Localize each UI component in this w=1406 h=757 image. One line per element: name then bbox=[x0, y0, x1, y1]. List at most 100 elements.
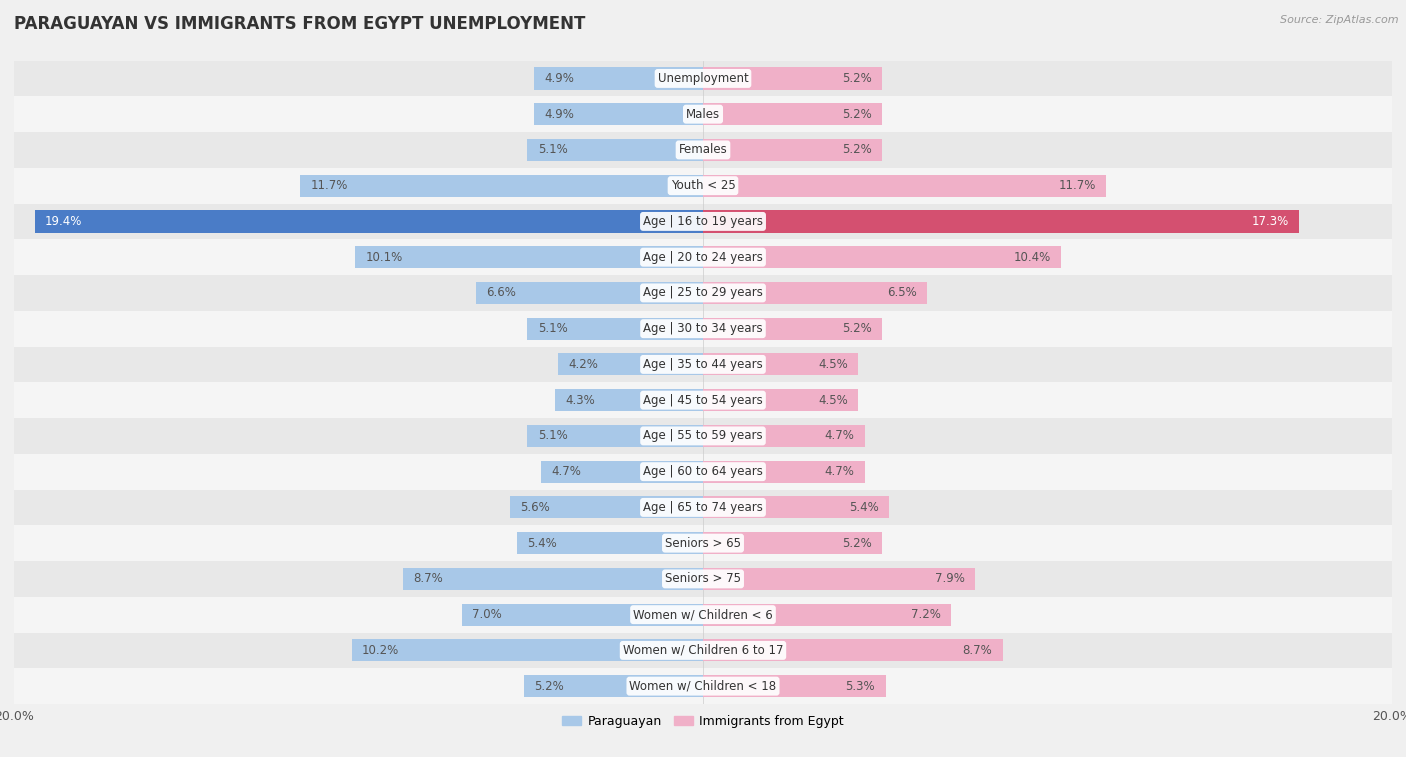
Bar bbox=[703, 460, 865, 483]
Text: 5.4%: 5.4% bbox=[527, 537, 557, 550]
Bar bbox=[14, 61, 1392, 96]
Bar bbox=[14, 561, 1392, 597]
Bar bbox=[356, 246, 703, 268]
Bar bbox=[14, 490, 1392, 525]
Text: Males: Males bbox=[686, 107, 720, 120]
Text: Age | 16 to 19 years: Age | 16 to 19 years bbox=[643, 215, 763, 228]
Text: 4.7%: 4.7% bbox=[551, 465, 581, 478]
Text: 4.9%: 4.9% bbox=[544, 72, 575, 85]
Bar bbox=[14, 96, 1392, 132]
Text: Age | 45 to 54 years: Age | 45 to 54 years bbox=[643, 394, 763, 407]
Text: 8.7%: 8.7% bbox=[963, 644, 993, 657]
Text: 19.4%: 19.4% bbox=[45, 215, 83, 228]
Text: 5.1%: 5.1% bbox=[537, 322, 568, 335]
Text: 5.2%: 5.2% bbox=[842, 322, 872, 335]
Bar bbox=[14, 633, 1392, 668]
Bar bbox=[703, 103, 882, 125]
Legend: Paraguayan, Immigrants from Egypt: Paraguayan, Immigrants from Egypt bbox=[557, 710, 849, 733]
Bar bbox=[703, 497, 889, 519]
Text: Source: ZipAtlas.com: Source: ZipAtlas.com bbox=[1281, 15, 1399, 25]
Text: 4.7%: 4.7% bbox=[825, 429, 855, 442]
Text: 17.3%: 17.3% bbox=[1251, 215, 1289, 228]
Text: 5.3%: 5.3% bbox=[845, 680, 875, 693]
Bar bbox=[461, 603, 703, 626]
Text: Females: Females bbox=[679, 143, 727, 157]
Bar bbox=[352, 640, 703, 662]
Bar bbox=[527, 425, 703, 447]
Bar bbox=[703, 603, 950, 626]
Bar bbox=[555, 389, 703, 411]
Text: Age | 35 to 44 years: Age | 35 to 44 years bbox=[643, 358, 763, 371]
Bar bbox=[14, 597, 1392, 633]
Text: Seniors > 75: Seniors > 75 bbox=[665, 572, 741, 585]
Bar bbox=[703, 139, 882, 161]
Bar bbox=[14, 418, 1392, 453]
Text: 5.2%: 5.2% bbox=[842, 107, 872, 120]
Bar bbox=[527, 318, 703, 340]
Text: 7.2%: 7.2% bbox=[911, 608, 941, 621]
Bar bbox=[404, 568, 703, 590]
Text: 10.2%: 10.2% bbox=[361, 644, 399, 657]
Text: 6.5%: 6.5% bbox=[887, 286, 917, 300]
Bar bbox=[703, 67, 882, 89]
Bar bbox=[14, 275, 1392, 311]
Bar bbox=[14, 382, 1392, 418]
Bar bbox=[475, 282, 703, 304]
Text: 4.3%: 4.3% bbox=[565, 394, 595, 407]
Bar bbox=[14, 239, 1392, 275]
Text: Age | 60 to 64 years: Age | 60 to 64 years bbox=[643, 465, 763, 478]
Text: 4.7%: 4.7% bbox=[825, 465, 855, 478]
Bar bbox=[558, 354, 703, 375]
Text: 6.6%: 6.6% bbox=[486, 286, 516, 300]
Text: 5.6%: 5.6% bbox=[520, 501, 550, 514]
Bar bbox=[527, 139, 703, 161]
Text: Seniors > 65: Seniors > 65 bbox=[665, 537, 741, 550]
Text: Women w/ Children 6 to 17: Women w/ Children 6 to 17 bbox=[623, 644, 783, 657]
Bar bbox=[14, 132, 1392, 168]
Bar bbox=[703, 532, 882, 554]
Text: 5.1%: 5.1% bbox=[537, 143, 568, 157]
Bar bbox=[703, 389, 858, 411]
Text: 5.4%: 5.4% bbox=[849, 501, 879, 514]
Bar bbox=[703, 568, 976, 590]
Bar bbox=[14, 525, 1392, 561]
Text: Women w/ Children < 6: Women w/ Children < 6 bbox=[633, 608, 773, 621]
Text: 5.1%: 5.1% bbox=[537, 429, 568, 442]
Bar bbox=[703, 425, 865, 447]
Text: 4.9%: 4.9% bbox=[544, 107, 575, 120]
Bar bbox=[517, 532, 703, 554]
Text: Age | 65 to 74 years: Age | 65 to 74 years bbox=[643, 501, 763, 514]
Bar bbox=[14, 347, 1392, 382]
Bar bbox=[14, 168, 1392, 204]
Bar bbox=[541, 460, 703, 483]
Bar bbox=[703, 210, 1299, 232]
Bar bbox=[299, 175, 703, 197]
Text: 11.7%: 11.7% bbox=[1059, 179, 1095, 192]
Bar bbox=[14, 453, 1392, 490]
Text: 5.2%: 5.2% bbox=[534, 680, 564, 693]
Text: 4.5%: 4.5% bbox=[818, 394, 848, 407]
Bar bbox=[703, 318, 882, 340]
Bar bbox=[524, 675, 703, 697]
Bar bbox=[703, 246, 1062, 268]
Text: 10.1%: 10.1% bbox=[366, 251, 402, 263]
Bar bbox=[703, 354, 858, 375]
Text: Women w/ Children < 18: Women w/ Children < 18 bbox=[630, 680, 776, 693]
Bar bbox=[534, 67, 703, 89]
Text: 8.7%: 8.7% bbox=[413, 572, 443, 585]
Text: 7.0%: 7.0% bbox=[472, 608, 502, 621]
Bar bbox=[14, 204, 1392, 239]
Bar bbox=[534, 103, 703, 125]
Text: 11.7%: 11.7% bbox=[311, 179, 347, 192]
Bar bbox=[14, 311, 1392, 347]
Text: 5.2%: 5.2% bbox=[842, 537, 872, 550]
Text: Youth < 25: Youth < 25 bbox=[671, 179, 735, 192]
Text: 5.2%: 5.2% bbox=[842, 72, 872, 85]
Bar bbox=[703, 640, 1002, 662]
Text: 4.2%: 4.2% bbox=[568, 358, 599, 371]
Text: 10.4%: 10.4% bbox=[1014, 251, 1050, 263]
Text: Unemployment: Unemployment bbox=[658, 72, 748, 85]
Text: 7.9%: 7.9% bbox=[935, 572, 965, 585]
Bar bbox=[703, 675, 886, 697]
Bar bbox=[510, 497, 703, 519]
